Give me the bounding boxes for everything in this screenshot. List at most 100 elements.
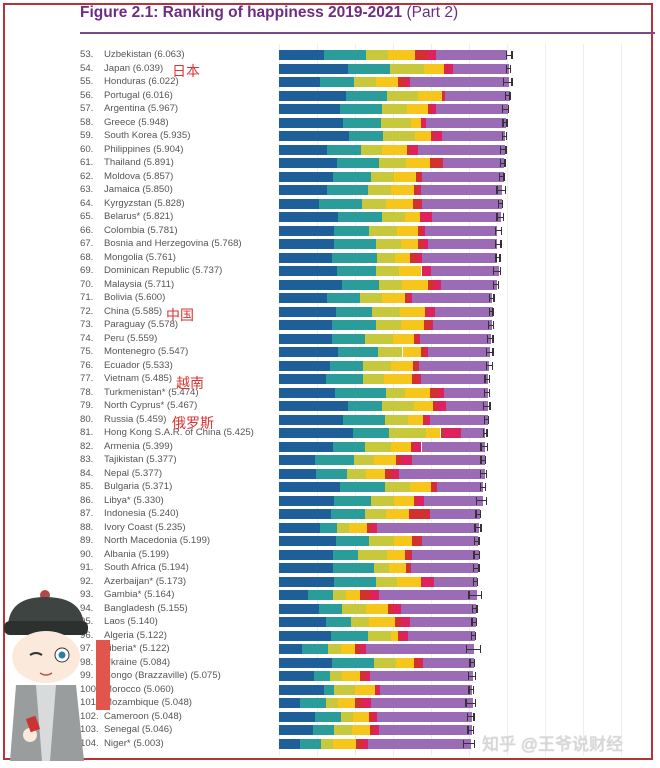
bar-segment-perceptions-of-corruption [414,441,422,452]
bar-segment-healthy-life-expectancy [390,63,425,74]
bar-segment-dystopia-residual [442,158,505,168]
bar-segment-gdp-per-capita [279,198,319,209]
country-label: Kyrgyzstan (5.828) [104,197,185,209]
bar-segment-gdp-per-capita [279,131,350,141]
country-label: Turkmenistan* (5.474) [104,386,199,398]
bar-segment-gdp-per-capita [279,536,336,546]
bar-segment-social-support [320,77,355,87]
country-label: Belarus* (5.821) [104,211,174,222]
rank-label: 71. [80,292,94,303]
bar-segment-healthy-life-expectancy [328,644,341,654]
bar-segment-healthy-life-expectancy [372,306,401,317]
bar-segment-healthy-life-expectancy [378,158,406,168]
country-label: Armenia (5.399) [104,440,173,452]
bar-segment-gdp-per-capita [279,455,316,465]
error-bar-cap [497,280,500,289]
bar-segment-gdp-per-capita [279,306,336,317]
error-bar-cap [501,199,504,208]
bar-segment-freedom-to-make-life-choices [390,630,398,641]
bar-segment-dystopia-residual [400,603,476,614]
gridline [355,44,356,756]
country-label: Moldova (5.857) [104,170,174,182]
country-label: Argentina (5.967) [104,103,179,114]
bar-segment-gdp-per-capita [279,711,316,722]
error-bar-cap [473,739,476,748]
bar-segment-dystopia-residual [431,266,499,276]
error-bar [505,95,510,97]
bar-segment-healthy-life-expectancy [346,468,366,479]
bar-segment-gdp-per-capita [279,725,314,735]
error-bar [467,716,474,718]
bar-segment-perceptions-of-corruption [372,522,378,533]
rank-label: 64. [80,197,94,209]
bar-segment-freedom-to-make-life-choices [340,644,356,654]
bar-segment-healthy-life-expectancy [367,185,392,195]
bar-segment-healthy-life-expectancy [385,414,408,425]
bar-segment-perceptions-of-corruption [409,563,411,573]
error-bar-cap [504,91,507,100]
bar-segment-healthy-life-expectancy [381,401,415,411]
error-bar-cap [498,172,500,181]
rank-label: 63. [80,184,94,195]
error-bar-cap [487,415,490,424]
bar-segment-gdp-per-capita [279,279,343,290]
error-bar [496,257,500,259]
country-label: Senegal (5.046) [104,724,173,735]
bar-segment-healthy-life-expectancy [361,144,382,155]
bar-segment-dystopia-residual [410,563,479,573]
rank-label: 56. [80,89,94,101]
bar-segment-perceptions-of-corruption [401,617,410,627]
bar-segment-dystopia-residual [369,671,473,681]
bar-segment-perceptions-of-corruption [423,266,432,276]
error-bar-cap [472,685,475,694]
error-bar-cap [478,564,480,572]
error-bar [503,122,507,124]
bar-segment-dystopia-residual [445,401,488,411]
rank-label: 82. [80,440,94,452]
error-bar-cap [499,145,502,154]
error-bar [506,68,511,70]
bar-segment-freedom-to-make-life-choices [410,482,431,492]
bar-segment-freedom-to-make-life-choices [388,50,416,60]
error-bar-cap [474,523,476,532]
bar-segment-dystopia-residual [461,428,486,438]
error-bar-cap [486,442,488,451]
error-bar [484,419,489,421]
mascot-illustration [4,590,88,761]
country-label: Gambia* (5.164) [104,589,175,600]
bar-segment-freedom-to-make-life-choices [381,144,408,155]
bar-segment-healthy-life-expectancy [363,360,392,371]
bar-segment-healthy-life-expectancy [389,428,426,438]
bar-segment-dystopia-residual [443,387,489,398]
bar-segment-perceptions-of-corruption [426,347,429,357]
bar-segment-gdp-per-capita [279,522,321,533]
rank-label: 101. [80,697,99,708]
error-bar-cap [509,91,511,100]
error-bar-cap [471,604,474,613]
bar-segment-gdp-per-capita [279,347,338,357]
rank-label: 66. [80,224,94,236]
bar-segment-generosity [420,347,427,357]
rank-label: 81. [80,427,94,438]
bar-segment-healthy-life-expectancy [375,239,401,249]
bar-segment-social-support [349,131,384,141]
bar-segment-freedom-to-make-life-choices [405,158,430,168]
error-bar-cap [474,672,476,680]
rank-label: 100. [80,683,99,695]
bar-segment-dystopia-residual [430,414,488,425]
error-bar-cap [504,186,507,194]
bar-segment-perceptions-of-corruption [417,360,420,371]
error-bar [497,189,506,191]
bar-segment-gdp-per-capita [279,266,338,276]
title-divider [80,32,655,34]
bar-segment-social-support [324,684,335,695]
error-bar [474,527,481,529]
bar-segment-freedom-to-make-life-choices [366,468,386,479]
bar-segment-gdp-per-capita [279,212,338,222]
error-bar-cap [467,712,469,721]
bar-segment-gdp-per-capita [279,671,315,681]
bar-segment-perceptions-of-corruption [421,212,433,222]
bar-segment-healthy-life-expectancy [367,630,391,641]
error-bar-cap [506,51,508,59]
error-bar-cap [509,64,512,73]
